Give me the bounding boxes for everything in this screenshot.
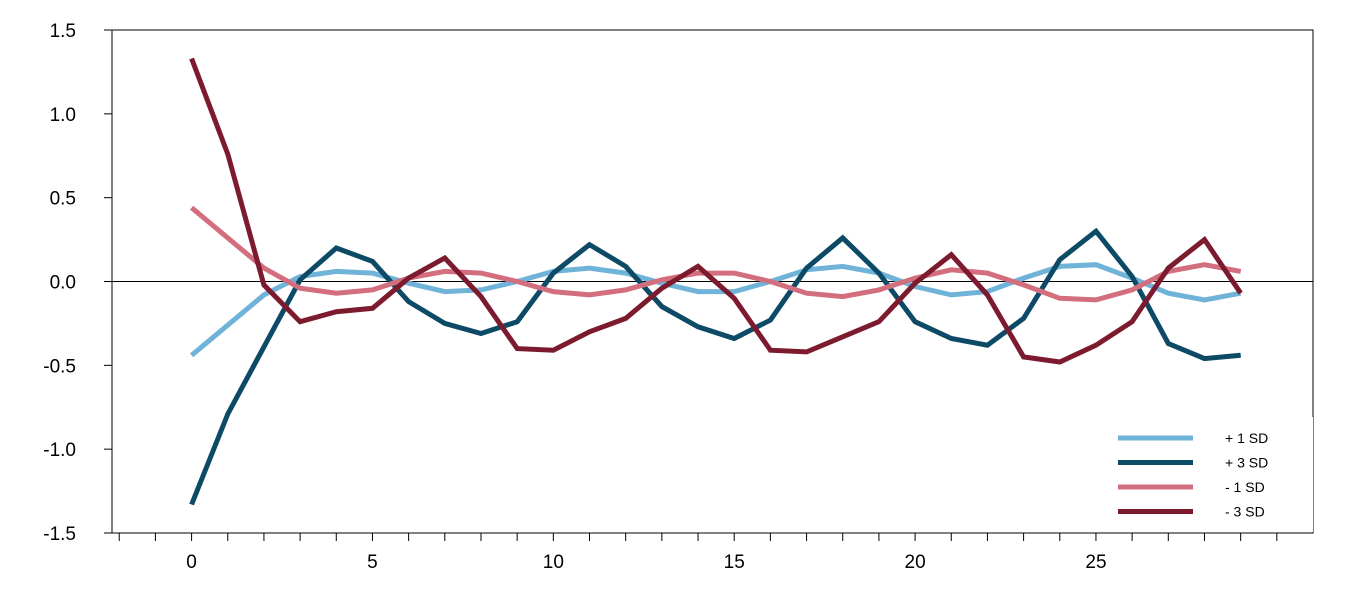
axes: 1.5 1.0 0.5 0.0 -0.5 -1.0 -1.5 0 5 10 15 20 25 [43,21,1314,573]
y-tick-label: 1.0 [50,105,76,126]
x-tick-label: 20 [905,552,926,573]
series-line-minus3sd [189,57,1243,365]
y-tick-label: 0.0 [50,273,76,294]
legend-label-plus1sd: + 1 SD [1225,430,1268,446]
y-tick-label: -1.0 [43,440,76,461]
x-tick-label: 5 [367,552,378,573]
series-line-plus1sd [189,262,1242,358]
legend: + 1 SD + 3 SD - 1 SD - 3 SD [1108,417,1313,532]
x-tick-label: 15 [724,552,745,573]
y-tick-label: 0.5 [50,189,76,210]
y-tick-label: -1.5 [43,524,76,545]
series-line-minus1sd [189,205,1242,303]
y-tick-label: -0.5 [43,356,76,377]
legend-label-minus3sd: - 3 SD [1225,504,1265,520]
legend-label-plus3sd: + 3 SD [1225,455,1268,471]
legend-box [1108,417,1313,532]
legend-label-minus1sd: - 1 SD [1225,479,1265,495]
x-tick-label: 0 [186,552,197,573]
series-line-plus3sd [189,227,1241,506]
x-tick-label: 10 [543,552,564,573]
x-tick-label: 25 [1085,552,1106,573]
y-tick-label: 1.5 [50,21,76,42]
series-layer [189,57,1243,506]
